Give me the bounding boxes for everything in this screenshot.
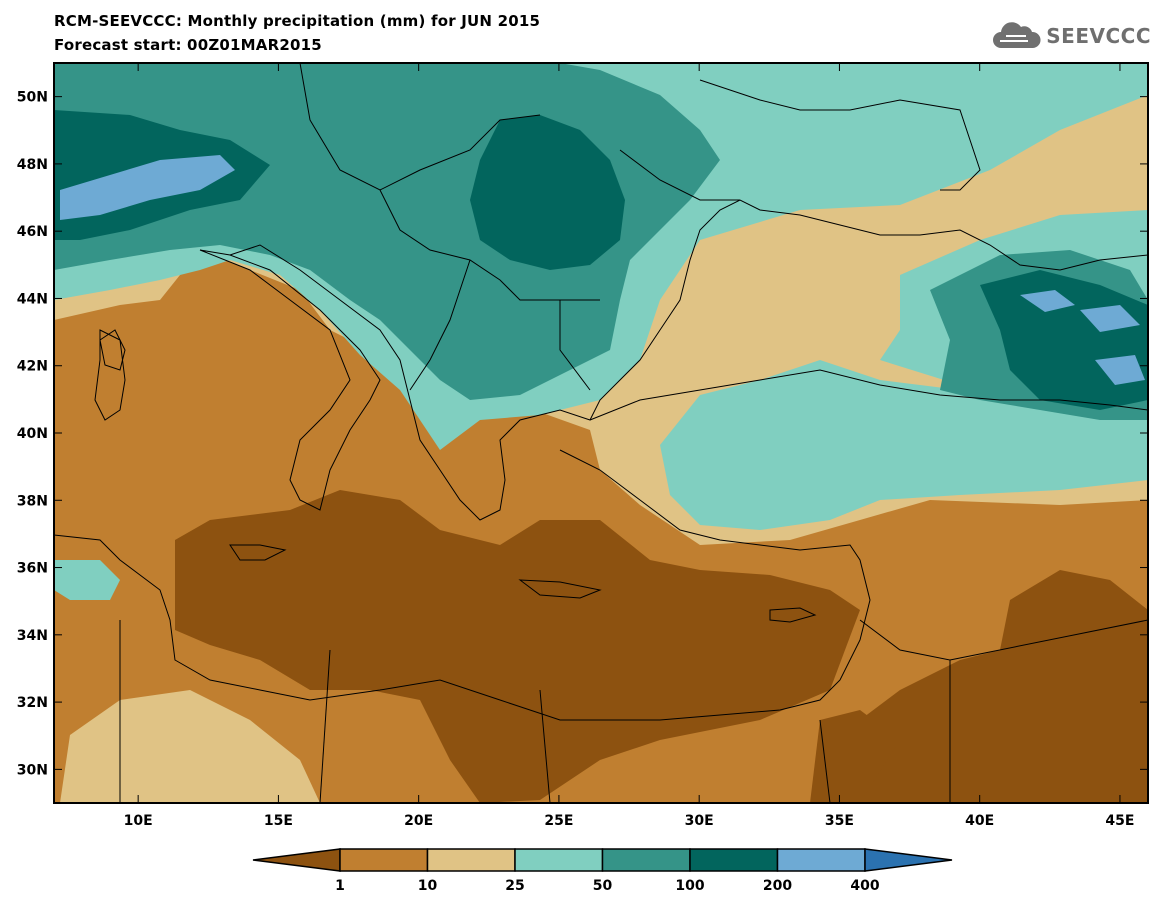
legend-label: 10 <box>418 878 438 894</box>
legend-swatch <box>514 848 604 872</box>
legend-label: 25 <box>505 878 524 894</box>
forecast-start-label: Forecast start: 00Z01MAR2015 <box>54 36 322 54</box>
legend-swatch <box>339 848 429 872</box>
lat-tick-label: 46N <box>17 224 48 240</box>
legend-swatch <box>689 848 779 872</box>
lon-tick-label: 35E <box>825 813 854 829</box>
lat-tick-label: 30N <box>17 762 48 778</box>
legend-swatch <box>426 848 516 872</box>
lat-tick-label: 38N <box>17 493 48 509</box>
latitude-axis: 50N 48N 46N 44N 42N 40N 38N 36N 34N 32N 30N <box>17 90 1148 778</box>
band-lt-1-east <box>860 570 1148 803</box>
band-sahara-10-25 <box>60 690 320 803</box>
legend-swatch <box>601 848 691 872</box>
lat-tick-label: 42N <box>17 359 48 375</box>
lat-tick-label: 36N <box>17 561 48 577</box>
legend-swatch <box>776 848 866 872</box>
legend-swatch <box>252 848 341 872</box>
map-title: RCM-SEEVCCC: Monthly precipitation (mm) … <box>54 12 541 30</box>
lat-tick-label: 48N <box>17 157 48 173</box>
cloud-icon <box>993 22 1041 48</box>
lon-tick-label: 15E <box>264 813 293 829</box>
band-caucasus-100-200 <box>980 270 1148 410</box>
lon-tick-label: 25E <box>544 813 573 829</box>
precipitation-field <box>54 63 1148 803</box>
legend-swatch <box>864 848 953 872</box>
coastlines <box>54 63 1148 803</box>
legend-label: 200 <box>763 878 792 894</box>
band-tunisia-25-50 <box>54 560 120 600</box>
lat-tick-label: 50N <box>17 90 48 106</box>
legend-label: 100 <box>675 878 704 894</box>
logo-text: SEEVCCC <box>1046 24 1151 48</box>
lon-tick-label: 30E <box>685 813 714 829</box>
lon-tick-label: 20E <box>404 813 433 829</box>
lon-tick-label: 10E <box>124 813 153 829</box>
lat-tick-label: 34N <box>17 628 48 644</box>
band-200-400 <box>60 155 235 220</box>
lat-tick-label: 32N <box>17 695 48 711</box>
legend-label: 1 <box>335 878 345 894</box>
band-caucasus-200-400 <box>1020 290 1145 385</box>
lat-tick-label: 40N <box>17 426 48 442</box>
lat-tick-label: 44N <box>17 291 48 307</box>
band-lt-1-levant <box>810 710 900 803</box>
band-100-200 <box>470 115 625 270</box>
seevccc-logo: SEEVCCC <box>991 21 1151 51</box>
longitude-axis: 10E 15E 20E 25E 30E 35E 40E 45E <box>124 63 1134 829</box>
legend-label: 400 <box>850 878 879 894</box>
band-lt-1 <box>175 490 860 803</box>
lon-tick-label: 40E <box>965 813 994 829</box>
legend-label: 50 <box>593 878 613 894</box>
lon-tick-label: 45E <box>1105 813 1134 829</box>
